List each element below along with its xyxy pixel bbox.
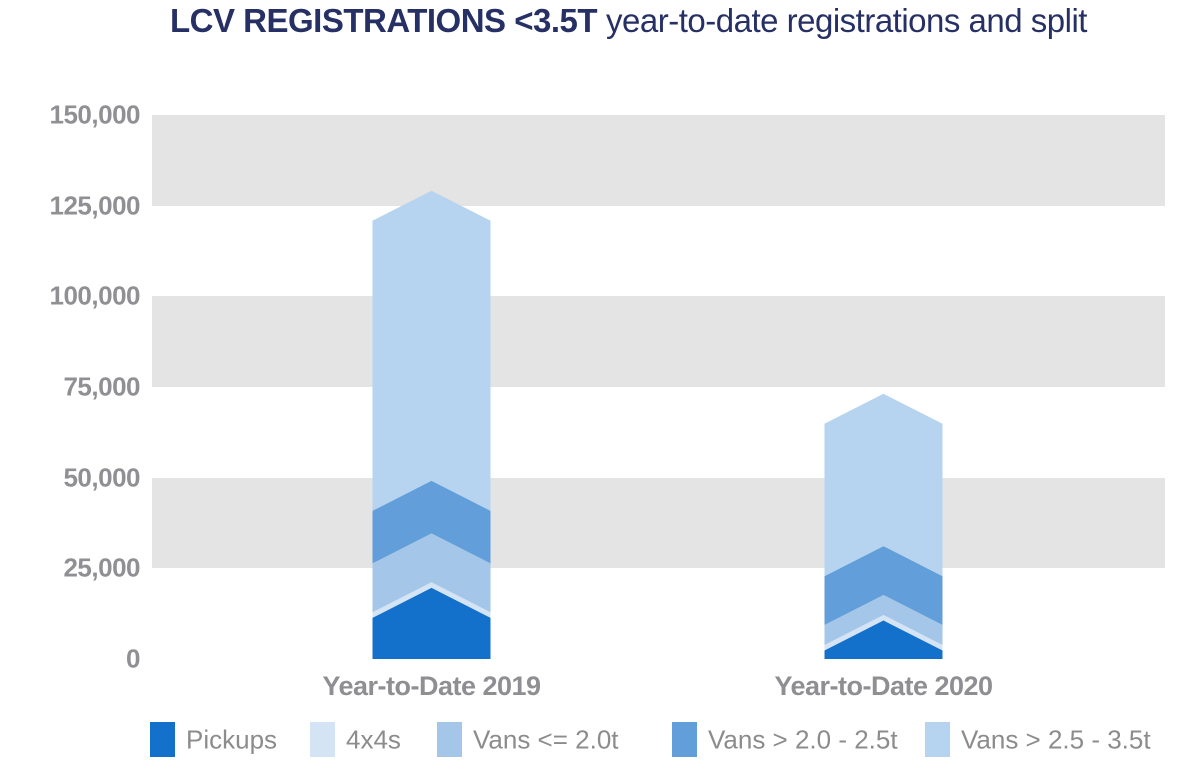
bar-segment	[824, 393, 943, 577]
bar-segment	[824, 546, 943, 625]
y-axis-tick-label: 100,000	[49, 280, 141, 311]
x-axis-category-label: Year-to-Date 2019	[322, 671, 541, 701]
gridline-band	[152, 477, 1165, 569]
bar-segment	[372, 190, 491, 511]
y-axis-tick-label: 75,000	[63, 371, 140, 402]
bar-segment	[372, 533, 491, 613]
bar-segment	[824, 620, 943, 659]
chart-title-main: LCV REGISTRATIONS <3.5T	[170, 2, 598, 39]
bar-segment	[372, 587, 491, 659]
bar-segment	[372, 480, 491, 564]
y-axis-tick-label: 125,000	[49, 190, 141, 221]
gridline-band	[152, 296, 1165, 387]
y-axis-tick-label: 50,000	[63, 462, 140, 493]
y-axis-tick-label: 150,000	[49, 99, 141, 130]
y-axis-tick-label: 0	[126, 643, 140, 674]
bar-segment	[824, 595, 943, 645]
x-axis-category-label: Year-to-Date 2020	[774, 671, 993, 701]
y-axis-tick-label: 25,000	[63, 552, 140, 583]
chart-title-subtitle: year-to-date registrations and split	[606, 2, 1087, 39]
gridline-band	[152, 114, 1165, 206]
chart-title: LCV REGISTRATIONS <3.5T year-to-date regi…	[170, 2, 1087, 40]
